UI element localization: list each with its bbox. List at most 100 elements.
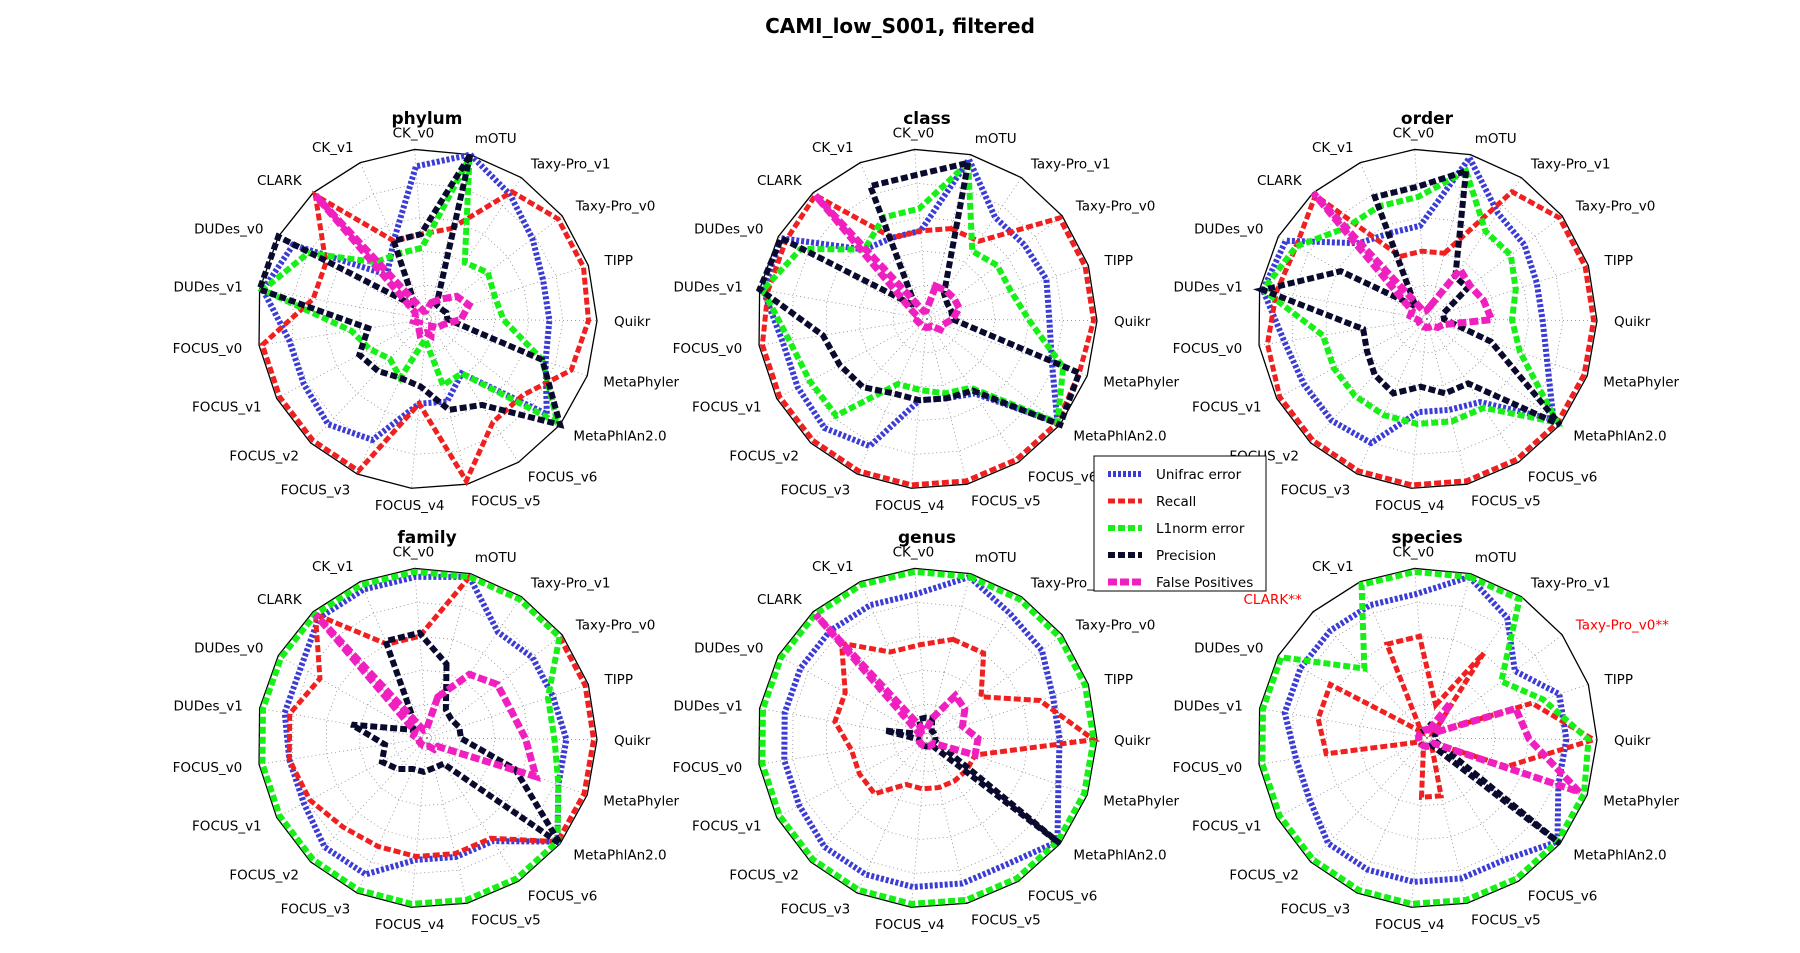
- axis-label-metaphlan2-0: MetaPhlAn2.0: [1073, 428, 1166, 444]
- panel-title-species: species: [1391, 528, 1462, 548]
- axis-label-tipp: TIPP: [603, 672, 633, 688]
- grid-spoke: [1278, 655, 1428, 739]
- axis-label-focus-v0: FOCUS_v0: [673, 760, 743, 776]
- axis-label-clark: CLARK: [257, 173, 303, 189]
- grid-spoke: [926, 634, 1063, 739]
- grid-spoke: [859, 581, 928, 739]
- axis-label-metaphyler: MetaPhyler: [1103, 793, 1179, 809]
- axis-label-dudes-v1: DUDes_v1: [1174, 279, 1243, 295]
- axis-label-dudes-v1: DUDes_v1: [1174, 698, 1243, 714]
- axis-label-motu: mOTU: [975, 550, 1017, 566]
- axis-label-dudes-v1: DUDes_v1: [174, 698, 243, 714]
- grid-ring: [792, 601, 1064, 874]
- grid-spoke: [278, 236, 428, 320]
- series-unifrac-error-class: [759, 153, 1061, 450]
- series-l1norm-error-species: [1259, 568, 1592, 907]
- axis-label-focus-v3: FOCUS_v3: [281, 482, 351, 498]
- axis-label-quikr: Quikr: [1114, 733, 1151, 749]
- axis-label-focus-v0: FOCUS_v0: [1173, 341, 1243, 357]
- grid-spoke: [1259, 288, 1428, 320]
- grid-spoke: [1426, 318, 1588, 377]
- series-precision-order: [1252, 166, 1563, 428]
- axis-label-metaphyler: MetaPhyler: [603, 374, 679, 390]
- grid-spoke: [1426, 737, 1597, 741]
- grid-spoke: [426, 215, 563, 320]
- radar-frame: [758, 567, 1098, 908]
- grid-spoke: [426, 265, 589, 320]
- grid-spoke: [926, 318, 1061, 426]
- axis-label-metaphlan2-0: MetaPhlAn2.0: [1573, 428, 1666, 444]
- axis-label-quikr: Quikr: [614, 733, 651, 749]
- figure-title: CAMI_low_S001, filtered: [765, 14, 1035, 38]
- grid-spoke: [1426, 318, 1561, 426]
- axis-label-focus-v0: FOCUS_v0: [173, 760, 243, 776]
- radar-panel-family: mOTU Taxy-Pro_v1 Taxy-Pro_v0 TIPP Quikr MetaP…: [173, 528, 680, 933]
- grid-spoke: [276, 318, 428, 399]
- grid-ring: [1359, 250, 1496, 388]
- grid-spoke: [1426, 737, 1468, 904]
- axis-label-ck-v1: CK_v1: [1312, 140, 1354, 156]
- axis-label-ck-v1: CK_v1: [812, 140, 854, 156]
- axis-label-metaphyler: MetaPhyler: [1603, 374, 1679, 390]
- axis-label-focus-v5: FOCUS_v5: [471, 494, 541, 510]
- axis-label-metaphyler: MetaPhyler: [1603, 793, 1679, 809]
- axis-label-ck-v0: CK_v0: [893, 544, 935, 560]
- axis-label-ck-v0: CK_v0: [893, 125, 935, 141]
- panel-title-family: family: [397, 528, 456, 548]
- axis-label-motu: mOTU: [1475, 131, 1517, 147]
- grid-spoke: [1258, 318, 1428, 346]
- grid-spoke: [926, 684, 1089, 739]
- legend-label-false-positives: False Positives: [1156, 575, 1253, 591]
- series-false-positives-phylum: [312, 192, 474, 342]
- grid-spoke: [1310, 318, 1428, 444]
- series-recall-class: [759, 192, 1097, 488]
- grid-spoke: [1426, 318, 1519, 463]
- radar-panels: mOTU Taxy-Pro_v1 Taxy-Pro_v0 TIPP Quikr MetaP…: [173, 109, 1680, 933]
- axis-label-focus-v5: FOCUS_v5: [971, 913, 1041, 929]
- axis-label-focus-v4: FOCUS_v4: [375, 498, 445, 514]
- grid-spoke: [258, 318, 428, 346]
- grid-spoke: [414, 568, 428, 739]
- grid-spoke: [1310, 737, 1428, 863]
- axis-label-focus-v0: FOCUS_v0: [1173, 760, 1243, 776]
- grid-spoke: [926, 737, 1019, 882]
- axis-label-focus-v6: FOCUS_v6: [1028, 470, 1098, 486]
- axis-label-focus-v6: FOCUS_v6: [528, 889, 598, 905]
- axis-label-focus-v3: FOCUS_v3: [781, 482, 851, 498]
- series-recall-family: [286, 573, 597, 860]
- series-recall-species: [1315, 633, 1600, 800]
- axis-label-ck-v0: CK_v0: [393, 125, 435, 141]
- grid-spoke: [810, 737, 928, 863]
- series-precision-phylum: [255, 153, 565, 429]
- axis-label-clark: CLARK: [757, 592, 803, 608]
- grid-spoke: [859, 162, 928, 320]
- grid-spoke: [1356, 318, 1428, 475]
- axis-label-focus-v0: FOCUS_v0: [173, 341, 243, 357]
- series-precision-family: [350, 629, 563, 847]
- axis-label-focus-v4: FOCUS_v4: [375, 917, 445, 933]
- grid-spoke: [926, 737, 968, 904]
- axis-label-taxy-pro-v0: Taxy-Pro_v0**: [1575, 618, 1669, 634]
- grid-spoke: [926, 596, 1022, 739]
- grid-spoke: [426, 737, 468, 904]
- grid-spoke: [1426, 318, 1468, 485]
- axis-label-taxy-pro-v1: Taxy-Pro_v1: [1030, 156, 1111, 172]
- axis-label-dudes-v0: DUDes_v0: [694, 221, 763, 237]
- axis-label-taxy-pro-v0: Taxy-Pro_v0: [575, 618, 656, 634]
- axis-label-focus-v6: FOCUS_v6: [1028, 889, 1098, 905]
- grid-spoke: [926, 318, 968, 485]
- grid-spoke: [278, 655, 428, 739]
- axis-label-quikr: Quikr: [1614, 314, 1651, 330]
- grid-spoke: [778, 655, 928, 739]
- grid-ring: [359, 669, 496, 807]
- grid-ring: [859, 669, 996, 807]
- legend-label-l1norm-error: L1norm error: [1156, 521, 1245, 537]
- grid-ring: [859, 250, 996, 388]
- grid-spoke: [776, 737, 928, 818]
- axis-label-metaphyler: MetaPhyler: [1103, 374, 1179, 390]
- axis-label-clark: CLARK: [1257, 173, 1303, 189]
- series-false-positives-genus: [812, 611, 982, 760]
- grid-spoke: [1426, 154, 1471, 320]
- grid-spoke: [310, 737, 428, 863]
- grid-spoke: [926, 737, 1097, 741]
